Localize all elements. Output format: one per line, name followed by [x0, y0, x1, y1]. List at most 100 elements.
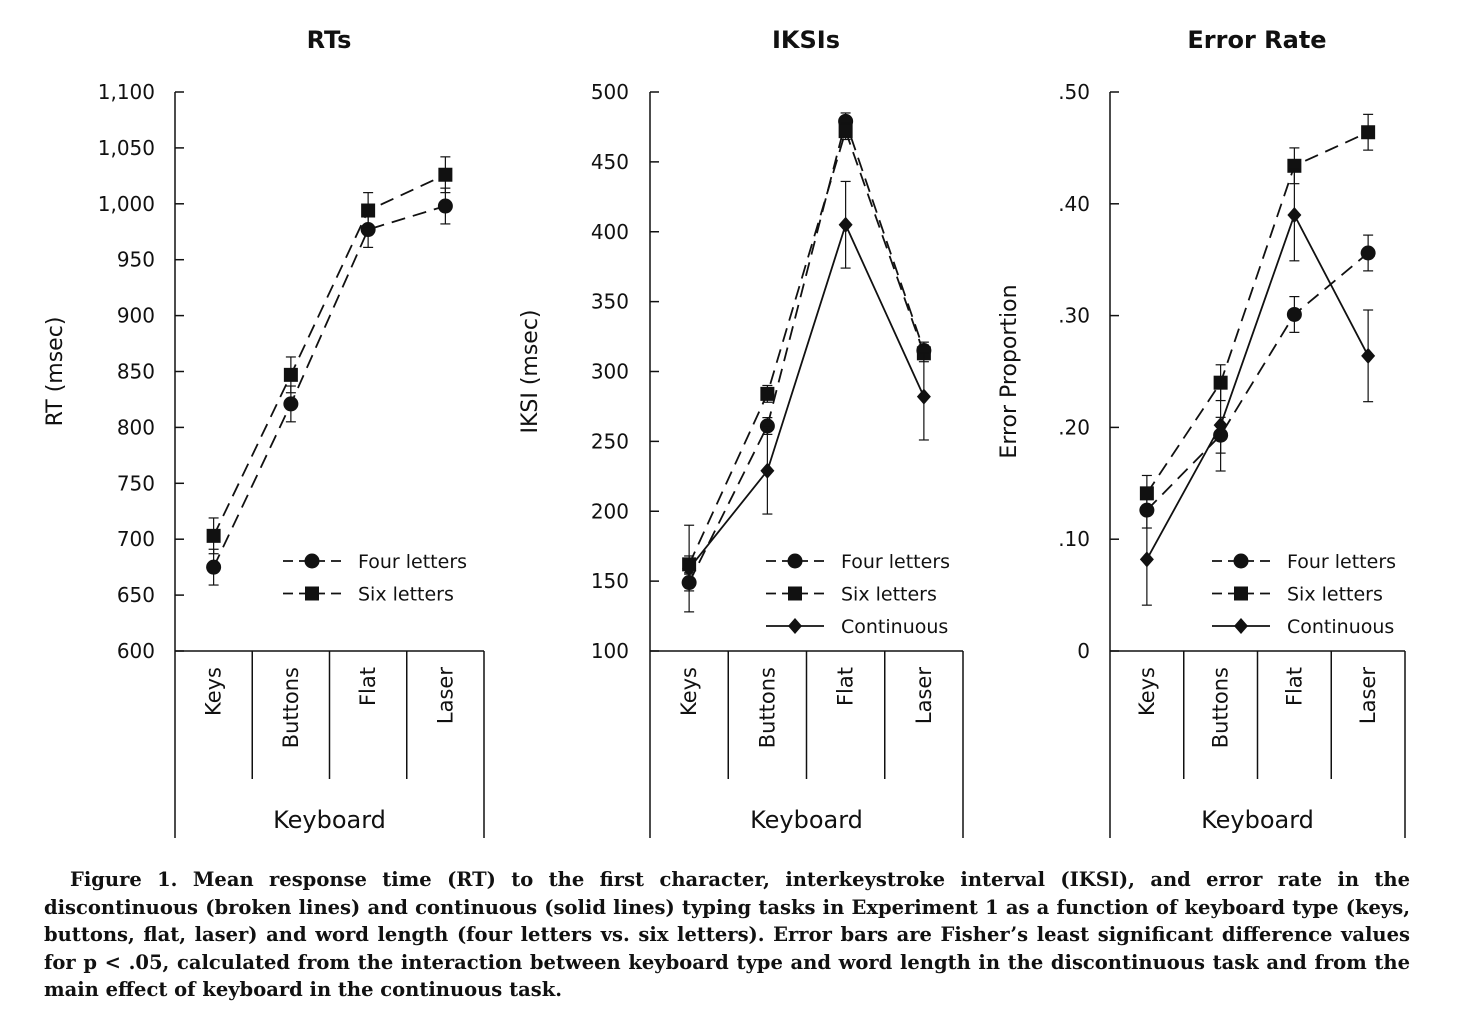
x-tick-label: Keys: [1135, 667, 1159, 716]
y-tick-label: 0: [1077, 639, 1090, 663]
data-point: [1361, 125, 1376, 140]
legend-marker: [787, 553, 803, 569]
legend-marker: [788, 618, 802, 634]
series-line: [688, 128, 925, 565]
y-tick-label: .20: [1058, 415, 1090, 439]
series-line: [1146, 212, 1369, 560]
legend-item: Six letters: [766, 584, 937, 606]
x-tick-label: Buttons: [1209, 667, 1233, 748]
data-point: [437, 198, 453, 214]
y-tick-label: .50: [1058, 80, 1090, 104]
data-point: [206, 559, 222, 575]
series-line: [688, 118, 925, 583]
x-tick-label: Buttons: [755, 667, 779, 748]
legend-label: Six letters: [358, 584, 454, 606]
legend-marker: [1234, 618, 1248, 634]
chart-panel-2: IKSIs 100 150 200 250 300 350 400 450 500 IKSI (ms…: [518, 26, 964, 838]
y-tick-label: 400: [591, 220, 629, 244]
data-point: [1287, 206, 1302, 223]
data-point: [1139, 551, 1154, 568]
legend-label: Four letters: [1287, 551, 1396, 573]
chart-panel-1: RTs 600 650 700 750 800 850 900 950 1,000 1,050 1,1…: [43, 26, 485, 838]
series-line: [688, 222, 925, 570]
x-tick-label: Buttons: [279, 667, 303, 748]
y-axis-label: RT (msec): [43, 317, 68, 427]
data-point: [1361, 347, 1376, 364]
data-point: [1139, 486, 1154, 501]
y-tick-label: .10: [1058, 527, 1090, 551]
x-tick-label: Flat: [356, 667, 380, 706]
figure-caption: Figure 1. Mean response time (RT) to the…: [44, 868, 1410, 1001]
y-tick-label: 500: [591, 80, 629, 104]
data-point: [1213, 417, 1228, 434]
series-line: [1146, 131, 1369, 494]
legend-item: Six letters: [1212, 584, 1383, 606]
series-six-letters: [206, 156, 453, 555]
series-line: [212, 205, 446, 568]
data-point: [1360, 245, 1376, 261]
x-tick-label: Laser: [433, 667, 457, 724]
chart-title: IKSIs: [772, 26, 840, 54]
legend-item: Four letters: [1212, 551, 1396, 573]
x-tick-label: Laser: [1356, 667, 1380, 724]
legend-marker: [1233, 553, 1249, 569]
legend-label: Continuous: [841, 616, 948, 638]
data-point: [438, 167, 453, 182]
y-tick-label: 750: [117, 471, 155, 495]
y-tick-label: 650: [117, 583, 155, 607]
y-tick-label: .30: [1058, 304, 1090, 328]
legend-label: Six letters: [1287, 584, 1383, 606]
y-axis-label: Error Proportion: [997, 284, 1022, 458]
y-tick-label: 900: [117, 304, 155, 328]
data-point: [361, 203, 376, 218]
series-four-letters: [206, 187, 453, 586]
chart-title: Error Rate: [1187, 26, 1326, 54]
y-tick-label: 350: [591, 290, 629, 314]
y-tick-label: 300: [591, 360, 629, 384]
data-point: [682, 560, 697, 577]
legend-item: Six letters: [283, 584, 454, 606]
legend-marker: [1234, 586, 1248, 601]
data-point: [838, 216, 853, 233]
y-axis-label: IKSI (msec): [518, 309, 543, 433]
x-axis-label: Keyboard: [750, 806, 863, 834]
y-tick-label: 250: [591, 429, 629, 453]
y-tick-label: 950: [117, 248, 155, 272]
legend-marker: [788, 586, 802, 601]
data-point: [760, 462, 775, 479]
legend-item: Four letters: [283, 551, 467, 573]
legend-label: Four letters: [358, 551, 467, 573]
x-tick-label: Laser: [912, 667, 936, 724]
data-point: [759, 418, 775, 434]
data-point: [283, 367, 298, 382]
legend-marker: [304, 553, 320, 569]
y-tick-label: 600: [117, 639, 155, 663]
legend-item: Continuous: [766, 616, 948, 638]
series-continuous: [1139, 168, 1376, 606]
chart-title: RTs: [307, 26, 352, 54]
legend-label: Four letters: [841, 551, 950, 573]
data-point: [283, 396, 299, 412]
series-four-letters: [1139, 234, 1376, 529]
chart-panel-3: Error Rate 0 .10 .20 .30 .40 .50 Error Proporti…: [997, 26, 1406, 838]
legend-label: Continuous: [1287, 616, 1394, 638]
legend-label: Six letters: [841, 584, 937, 606]
y-tick-label: 1,100: [98, 80, 155, 104]
data-point: [916, 388, 931, 405]
legend-marker: [305, 586, 319, 601]
data-point: [360, 222, 376, 238]
data-point: [206, 528, 221, 543]
y-tick-label: 100: [591, 639, 629, 663]
series-line: [212, 173, 446, 537]
figure: RTs 600 650 700 750 800 850 900 950 1,000 1,050 1,1…: [43, 26, 1406, 838]
y-tick-label: 1,050: [98, 136, 155, 160]
x-tick-label: Keys: [202, 667, 226, 716]
x-tick-label: Flat: [1282, 667, 1306, 706]
series-continuous: [682, 180, 931, 613]
legend-item: Continuous: [1212, 616, 1394, 638]
data-point: [838, 124, 853, 139]
x-axis-label: Keyboard: [273, 806, 386, 834]
y-tick-label: 800: [117, 415, 155, 439]
legend-item: Four letters: [766, 551, 950, 573]
y-tick-label: 200: [591, 499, 629, 523]
